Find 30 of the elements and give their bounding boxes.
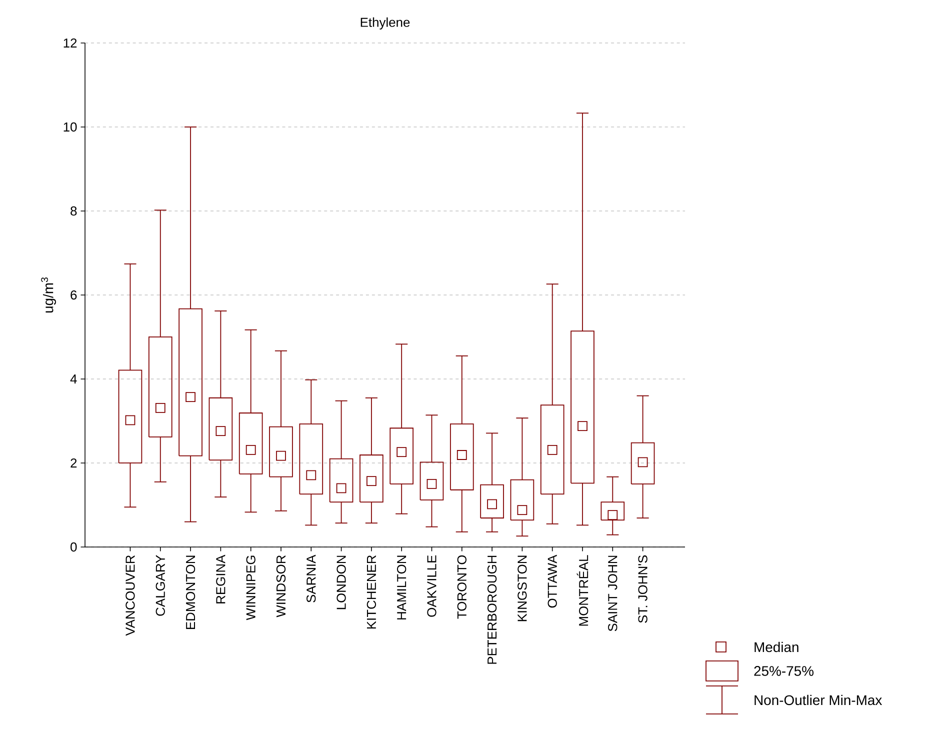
x-tick-label: PETERBOROUGH [487,556,497,664]
x-tick-label: SARNIA [306,554,316,602]
y-tick-label: 8 [70,206,77,216]
y-axis-title: ug/m$^{3}$ [41,277,56,313]
text: 25%-75% [754,666,814,676]
x-tick-label: LONDON [336,556,346,610]
y-tick-label: 2 [70,458,77,468]
x-tick-label: VANCOUVER [126,555,135,636]
x-tick-label: OAKVILLE [427,555,436,617]
y-tick-label: 12 [64,38,77,48]
x-tick-label: EDMONTON [186,556,196,630]
x-tick-label: MONTRÉAL [576,555,588,626]
text: Median [754,642,798,652]
x-tick-label: OTTAWA [548,554,557,608]
x-tick-label: TORONTO [457,555,466,619]
y-tick-label: 4 [70,374,77,384]
y-tick-label: 6 [70,290,77,300]
x-tick-label: ST. JOHN'S [638,555,648,623]
text: Non-Outlier Min-Max [754,694,882,706]
x-tick-label: SAINT JOHN [608,556,618,632]
x-tick-label: KITCHENER [366,555,376,629]
y-tick-label: 0 [70,542,77,552]
x-tick-label: CALGARY [156,555,165,616]
x-tick-label: KINGSTON [518,556,527,622]
x-tick-label: WINDSOR [276,555,286,618]
chart-title: Ethylene [360,17,410,30]
y-tick-label: 10 [64,122,77,132]
x-tick-label: HAMILTON [397,556,406,620]
x-tick-label: WINNIPEG [246,556,256,620]
x-tick-label: REGINA [216,554,226,604]
